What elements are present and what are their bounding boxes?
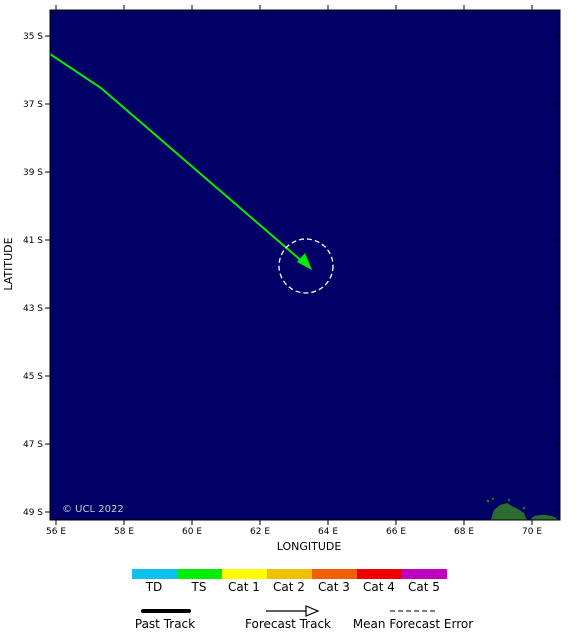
legend-swatch-cat4 xyxy=(357,569,402,579)
lon-label: 60 E xyxy=(182,527,202,537)
lon-label: 64 E xyxy=(318,527,338,537)
track-legend: Past Track Forecast Track Mean Forecast … xyxy=(135,605,473,631)
lon-label: 66 E xyxy=(386,527,406,537)
forecast-track-arrow-icon xyxy=(305,605,320,617)
lon-label: 58 E xyxy=(114,527,134,537)
lat-label: 43 S xyxy=(23,304,43,314)
lon-ticks xyxy=(55,5,533,525)
legend-swatch-cat1 xyxy=(222,569,267,579)
legend-swatch-td xyxy=(132,569,177,579)
error-label: Mean Forecast Error xyxy=(353,617,473,631)
lat-tick-labels: 35 S 37 S 39 S 41 S 43 S 45 S 47 S 49 S xyxy=(23,32,43,518)
lat-label: 39 S xyxy=(23,168,43,178)
lat-ticks xyxy=(45,35,560,513)
legend-swatch-cat3 xyxy=(312,569,357,579)
map-plot: © UCL 2022 xyxy=(49,9,561,521)
lon-label: 68 E xyxy=(454,527,474,537)
intensity-legend: TD TS Cat 1 Cat 2 Cat 3 Cat 4 Cat 5 xyxy=(132,569,447,594)
legend-label-cat4: Cat 4 xyxy=(363,580,395,594)
legend-label-cat2: Cat 2 xyxy=(273,580,305,594)
lat-label: 47 S xyxy=(23,440,43,450)
lon-tick-labels: 56 E 58 E 60 E 62 E 64 E 66 E 68 E 70 E xyxy=(46,527,542,537)
lat-label: 41 S xyxy=(23,236,43,246)
lat-label: 35 S xyxy=(23,32,43,42)
legend-label-cat3: Cat 3 xyxy=(318,580,350,594)
forecast-track-line xyxy=(49,53,305,264)
lat-label: 45 S xyxy=(23,372,43,382)
lon-label: 70 E xyxy=(522,527,542,537)
lon-label: 56 E xyxy=(46,527,66,537)
forecast-track-label: Forecast Track xyxy=(245,617,331,631)
y-axis-title: LATITUDE xyxy=(2,237,15,290)
legend-label-cat1: Cat 1 xyxy=(228,580,260,594)
legend-label-ts: TS xyxy=(191,580,207,594)
legend-swatch-cat2 xyxy=(267,569,312,579)
legend-label-td: TD xyxy=(145,580,163,594)
forecast-arrowhead xyxy=(297,253,312,270)
forecast-error-circle xyxy=(278,238,334,294)
x-axis-title: LONGITUDE xyxy=(277,540,342,553)
lat-label: 37 S xyxy=(23,100,43,110)
copyright-text: © UCL 2022 xyxy=(62,504,124,515)
map-border xyxy=(49,9,561,521)
legend-swatch-cat5 xyxy=(402,569,447,579)
lon-label: 62 E xyxy=(250,527,270,537)
kerguelen-islands xyxy=(486,497,558,520)
legend-label-cat5: Cat 5 xyxy=(408,580,440,594)
past-track-label: Past Track xyxy=(135,617,195,631)
legend-swatch-ts xyxy=(177,569,222,579)
lat-label: 49 S xyxy=(23,508,43,518)
